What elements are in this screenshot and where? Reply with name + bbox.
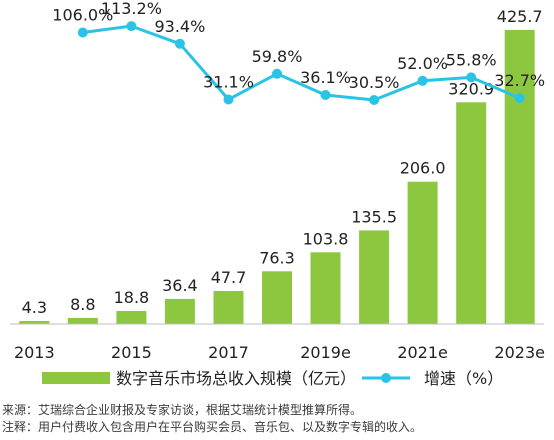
x-tick-label-2023e: 2023e <box>494 343 545 362</box>
source-note: 来源：艾瑞综合企业财报及专家访谈，根据艾瑞统计模型推算所得。 <box>2 403 363 417</box>
growth-point-2021e <box>417 75 428 86</box>
bar-value-label-2014: 8.8 <box>70 295 95 314</box>
x-axis-ticks: 2013 2015 2017 2019e 2021e 2023e <box>14 343 545 362</box>
bar-value-label-2022e: 320.9 <box>448 79 494 98</box>
growth-label-2015: 113.2% <box>101 0 162 18</box>
bar-2022e <box>456 102 487 324</box>
growth-label-2023e: 32.7% <box>494 71 545 90</box>
bar-2014 <box>67 317 98 324</box>
bar-2015 <box>116 311 147 324</box>
footnotes: 来源：艾瑞综合企业财报及专家访谈，根据艾瑞统计模型推算所得。 注释：用户付费收入… <box>2 402 552 436</box>
x-tick-label-2019e: 2019e <box>300 343 351 362</box>
bar-value-label-2019e: 103.8 <box>303 229 349 248</box>
bar-2017 <box>213 291 244 324</box>
growth-line-layer: 106.0%113.2%93.4% 31.1% 59.8% 36.1%30.5%52.… <box>52 0 545 105</box>
bar-2020e <box>359 230 390 324</box>
growth-label-2014: 106.0% <box>52 6 113 25</box>
bar-2013 <box>19 321 50 324</box>
bar-2021e <box>407 181 438 324</box>
legend: 数字音乐市场总收入规模（亿元） 增速（%） <box>42 369 503 388</box>
growth-point-2016 <box>174 38 185 49</box>
growth-point-2015 <box>126 21 137 32</box>
growth-point-2017 <box>223 94 234 105</box>
growth-label-2019e: 36.1% <box>300 68 351 87</box>
x-tick-label-2015: 2015 <box>111 343 152 362</box>
growth-label-2016: 93.4% <box>154 17 205 36</box>
bar-value-label-2018: 76.3 <box>259 248 295 267</box>
legend-bar-label: 数字音乐市场总收入规模（亿元） <box>116 369 356 388</box>
growth-point-2014 <box>77 27 88 38</box>
bar-2016 <box>164 298 195 324</box>
growth-label-2022e: 55.8% <box>446 50 497 69</box>
bar-value-label-2017: 47.7 <box>211 268 247 287</box>
bar-value-label-2021e: 206.0 <box>400 159 446 178</box>
annotation-note: 注释：用户付费收入包含用户在平台购买会员、音乐包、以及数字专辑的收入。 <box>2 420 423 434</box>
x-tick-label-2021e: 2021e <box>397 343 448 362</box>
growth-point-2022e <box>466 72 477 83</box>
bar-value-label-2016: 36.4 <box>162 276 198 295</box>
growth-label-2017: 31.1% <box>203 73 254 92</box>
legend-line-label: 增速（%） <box>424 369 503 388</box>
growth-point-2020e <box>369 95 380 105</box>
bar-value-label-2023e: 425.7 <box>497 7 543 26</box>
bar-2019e <box>310 252 341 324</box>
x-tick-label-2013: 2013 <box>14 343 55 362</box>
legend-line-marker <box>381 373 391 383</box>
growth-point-2023e <box>514 93 525 104</box>
bar-value-label-2013: 4.3 <box>22 298 47 317</box>
bar-value-label-2020e: 135.5 <box>351 207 397 226</box>
bar-2018 <box>262 271 292 324</box>
growth-point-2019e <box>320 90 331 100</box>
growth-rate-line <box>82 24 521 102</box>
growth-point-2018 <box>272 68 282 79</box>
bar-2023e <box>504 29 535 325</box>
legend-bar-swatch <box>42 372 110 384</box>
x-tick-label-2017: 2017 <box>208 343 249 362</box>
bar-value-label-2015: 18.8 <box>114 288 150 307</box>
growth-label-2021e: 52.0% <box>397 54 448 73</box>
growth-label-2020e: 30.5% <box>349 73 400 92</box>
growth-label-2018: 59.8% <box>252 47 303 66</box>
